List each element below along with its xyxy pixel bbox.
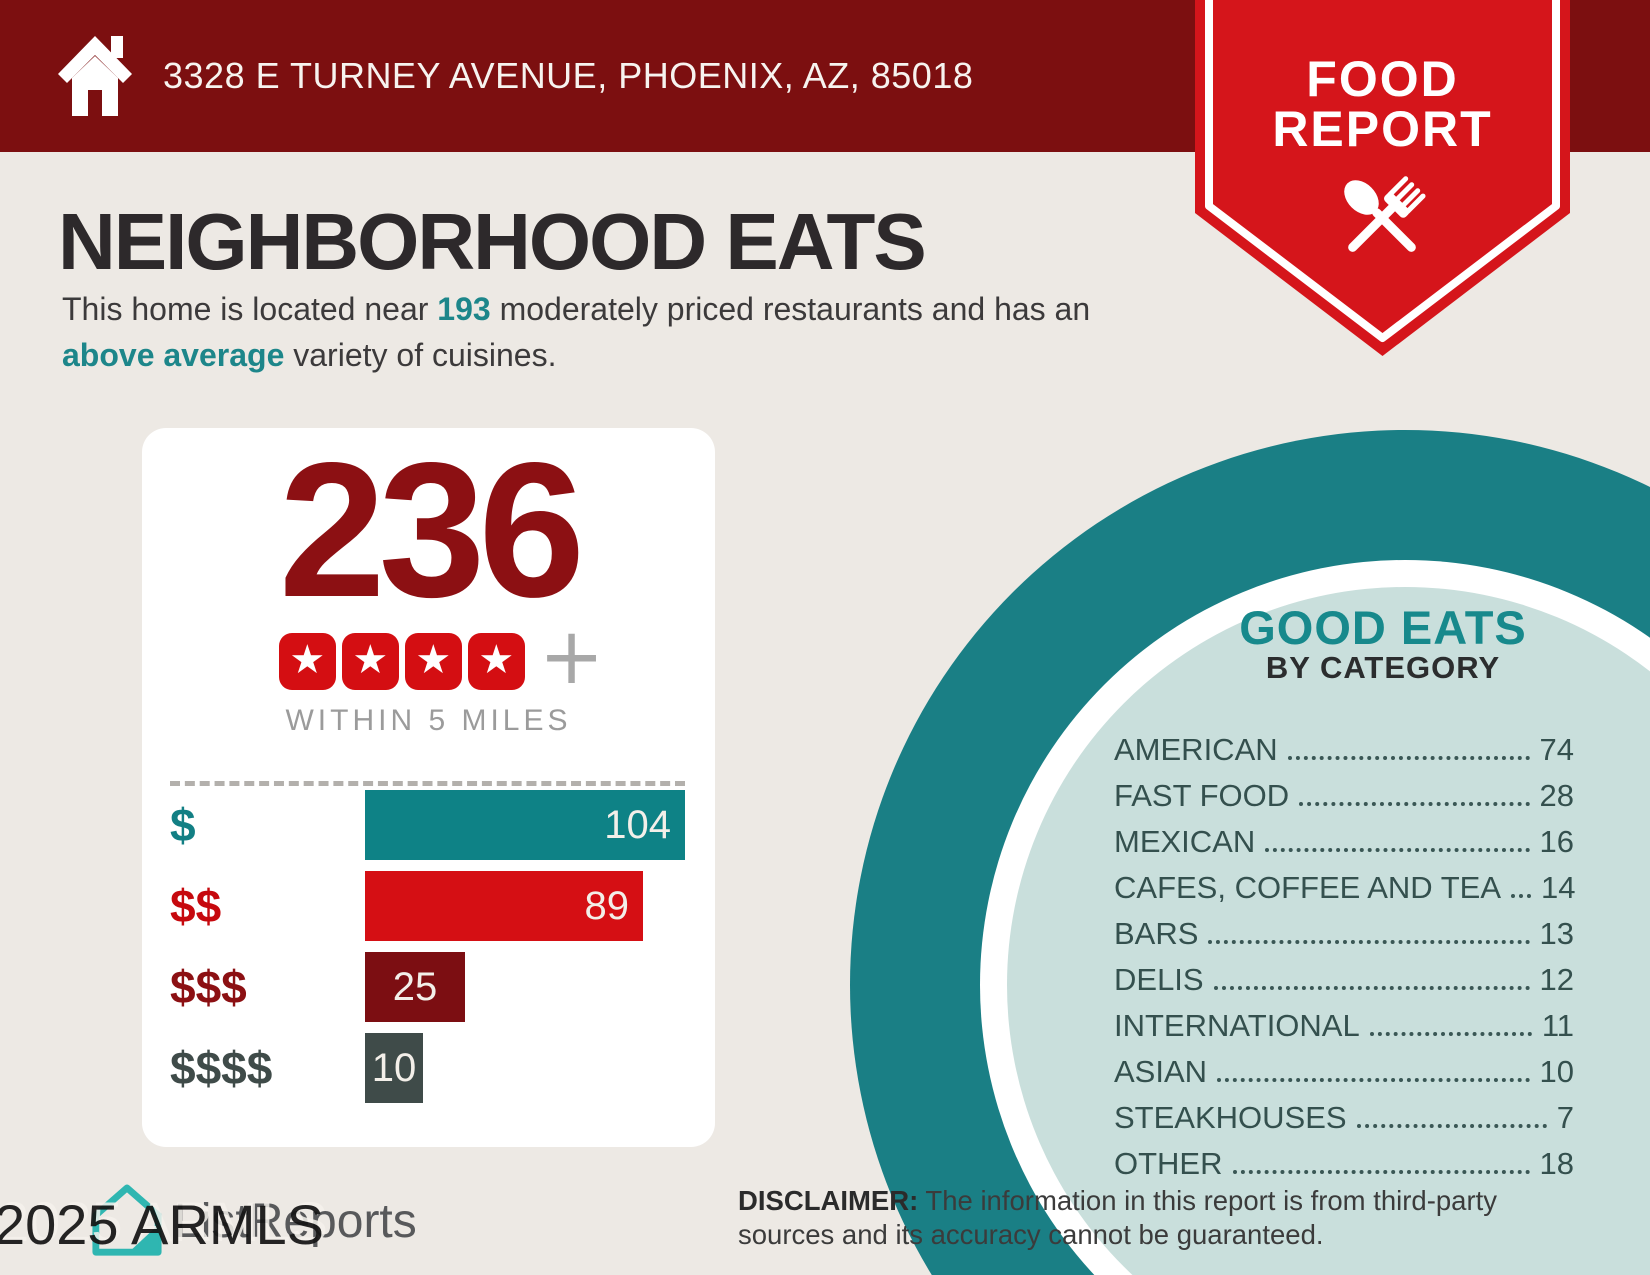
food-report-ribbon: FOOD REPORT bbox=[1195, 0, 1570, 356]
category-row: BARS 13 bbox=[1114, 911, 1574, 957]
dotted-leader bbox=[1265, 848, 1530, 852]
category-label: OTHER bbox=[1114, 1146, 1223, 1181]
restaurant-count: 193 bbox=[437, 291, 491, 327]
plus-icon: + bbox=[538, 612, 605, 702]
intro-highlight: above average bbox=[62, 337, 285, 373]
price-bar-value: 104 bbox=[604, 802, 671, 847]
dotted-leader bbox=[1217, 1078, 1530, 1082]
price-bar-value: 89 bbox=[584, 883, 630, 928]
dotted-leader bbox=[1287, 756, 1530, 760]
intro-pre: This home is located near bbox=[62, 291, 438, 327]
price-bar-value: 10 bbox=[371, 1045, 417, 1090]
category-row: FAST FOOD 28 bbox=[1114, 773, 1574, 819]
star-icon: ★ bbox=[278, 632, 336, 690]
home-icon bbox=[58, 36, 132, 116]
category-label: DELIS bbox=[1114, 962, 1204, 997]
price-level-label: $$$$ bbox=[170, 1042, 273, 1094]
category-value: 10 bbox=[1539, 1054, 1574, 1089]
category-row: CAFES, COFFEE AND TEA 14 bbox=[1114, 865, 1576, 911]
category-list: AMERICAN 74 FAST FOOD 28 MEXICAN 16 CAFES, COF… bbox=[1114, 727, 1576, 1187]
category-value: 14 bbox=[1541, 870, 1576, 905]
price-level-label: $ bbox=[170, 799, 196, 851]
price-bar-row: $$$$ 10 bbox=[142, 1033, 715, 1103]
good-eats-title: GOOD EATS bbox=[1239, 601, 1527, 654]
price-level-label: $$ bbox=[170, 880, 222, 932]
price-bar-value: 25 bbox=[392, 964, 438, 1009]
intro-post: variety of cuisines. bbox=[284, 337, 557, 373]
price-bar: 89 bbox=[365, 871, 643, 941]
category-value: 16 bbox=[1539, 824, 1574, 859]
radius-caption: WITHIN 5 MILES bbox=[285, 704, 572, 737]
price-bar-row: $$$ 25 bbox=[142, 952, 715, 1022]
star-rating: ★ ★ ★ ★ + bbox=[142, 618, 715, 696]
page-title: NEIGHBORHOOD EATS bbox=[58, 197, 927, 286]
price-bar-row: $104 bbox=[142, 790, 715, 860]
category-label: STEAKHOUSES bbox=[1114, 1100, 1347, 1135]
category-row: INTERNATIONAL 11 bbox=[1114, 1003, 1574, 1049]
category-label: MEXICAN bbox=[1114, 824, 1256, 859]
listreports-logo: ListReports bbox=[90, 1182, 417, 1260]
dotted-leader bbox=[1232, 1170, 1530, 1174]
dotted-leader bbox=[1213, 986, 1530, 990]
total-restaurants: 236 bbox=[278, 422, 585, 637]
spoon-fork-icon bbox=[1344, 176, 1426, 252]
price-level-label: $$$ bbox=[170, 961, 247, 1013]
category-value: 12 bbox=[1539, 962, 1574, 997]
ribbon-line2: REPORT bbox=[1272, 101, 1492, 157]
disclaimer: DISCLAIMER: The information in this repo… bbox=[738, 1184, 1522, 1251]
category-label: BARS bbox=[1114, 916, 1199, 951]
disclaimer-text: The information in this report is from t… bbox=[738, 1185, 1498, 1250]
intro-text: This home is located near 193 moderately… bbox=[62, 286, 1132, 378]
category-label: INTERNATIONAL bbox=[1114, 1008, 1360, 1043]
ribbon-line1: FOOD bbox=[1306, 51, 1458, 107]
dotted-leader bbox=[1511, 894, 1532, 898]
category-row: DELIS 12 bbox=[1114, 957, 1574, 1003]
category-value: 28 bbox=[1539, 778, 1574, 813]
category-label: ASIAN bbox=[1114, 1054, 1208, 1089]
intro-mid: moderately priced restaurants and has an bbox=[490, 291, 1091, 327]
brand-name: ListReports bbox=[174, 1194, 417, 1248]
property-address: 3328 E TURNEY AVENUE, PHOENIX, AZ, 85018 bbox=[163, 55, 974, 96]
category-value: 18 bbox=[1539, 1146, 1574, 1181]
price-level-chart: $104 $$ 89 $$$ 25 $$$$ 10 bbox=[142, 790, 715, 1114]
disclaimer-label: DISCLAIMER: bbox=[738, 1185, 919, 1216]
dotted-leader bbox=[1369, 1032, 1532, 1036]
dotted-leader bbox=[1299, 802, 1530, 806]
dotted-leader bbox=[1208, 940, 1530, 944]
category-value: 74 bbox=[1539, 732, 1574, 767]
listreports-house-icon bbox=[92, 1184, 162, 1256]
category-row: STEAKHOUSES 7 bbox=[1114, 1095, 1574, 1141]
category-label: CAFES, COFFEE AND TEA bbox=[1114, 870, 1502, 905]
restaurant-summary-card: 236 ★ ★ ★ ★ + WITHIN 5 MILES $104 $$ 89 $$$ 25 $$… bbox=[142, 428, 715, 1147]
category-value: 11 bbox=[1541, 1008, 1574, 1043]
category-row: AMERICAN 74 bbox=[1114, 727, 1574, 773]
category-label: FAST FOOD bbox=[1114, 778, 1290, 813]
category-value: 13 bbox=[1539, 916, 1574, 951]
price-bar-row: $$ 89 bbox=[142, 871, 715, 941]
dotted-leader bbox=[1356, 1124, 1547, 1128]
divider bbox=[170, 781, 685, 786]
category-label: AMERICAN bbox=[1114, 732, 1278, 767]
star-icon: ★ bbox=[341, 632, 399, 690]
price-bar: 104 bbox=[365, 790, 685, 860]
star-icon: ★ bbox=[467, 632, 525, 690]
star-icon: ★ bbox=[404, 632, 462, 690]
category-row: OTHER 18 bbox=[1114, 1141, 1574, 1187]
ribbon-inner-border bbox=[1205, 0, 1560, 342]
category-value: 7 bbox=[1556, 1100, 1574, 1135]
price-bar: 10 bbox=[365, 1033, 423, 1103]
good-eats-subtitle: BY CATEGORY bbox=[1265, 650, 1501, 685]
mls-watermark: 2025 ARMLS bbox=[0, 1193, 324, 1256]
category-row: ASIAN 10 bbox=[1114, 1049, 1574, 1095]
price-bar: 25 bbox=[365, 952, 465, 1022]
category-row: MEXICAN 16 bbox=[1114, 819, 1574, 865]
